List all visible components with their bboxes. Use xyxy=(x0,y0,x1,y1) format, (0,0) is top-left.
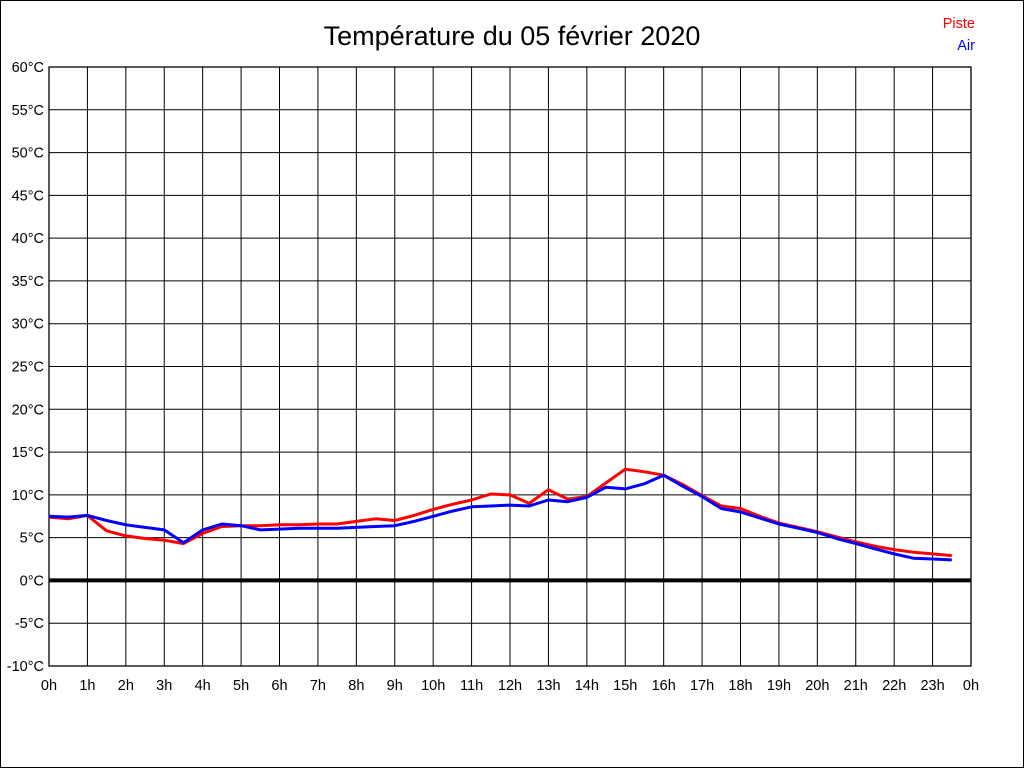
x-tick-label: 11h xyxy=(460,678,483,694)
air-line xyxy=(48,473,952,562)
x-tick-label: 1h xyxy=(79,678,95,694)
chart-title: Température du 05 février 2020 xyxy=(323,21,701,51)
x-tick-label: 18h xyxy=(728,678,752,694)
legend-item-piste: Piste xyxy=(942,16,975,32)
x-tick-label: 9h xyxy=(387,678,403,694)
y-tick-label: -5°C xyxy=(15,616,44,632)
x-tick-label: 19h xyxy=(767,678,791,694)
y-tick-label: -10°C xyxy=(7,659,44,675)
legend: Piste Air xyxy=(943,13,975,57)
x-tick-label: 13h xyxy=(536,678,560,694)
x-tick-label: 14h xyxy=(575,678,599,694)
y-tick-label: 30°C xyxy=(12,317,44,333)
legend-item-air: Air xyxy=(957,38,975,54)
x-tick-label: 22h xyxy=(882,678,906,694)
y-tick-label: 35°C xyxy=(12,274,44,290)
x-tick-label: 6h xyxy=(271,678,287,694)
y-tick-label: 55°C xyxy=(12,103,44,119)
x-tick-label: 4h xyxy=(195,678,211,694)
y-tick-label: 5°C xyxy=(20,531,44,547)
x-tick-label: 7h xyxy=(310,678,326,694)
x-tick-label: 15h xyxy=(613,678,637,694)
y-tick-label: 10°C xyxy=(12,488,44,504)
x-tick-label: 10h xyxy=(421,678,445,694)
x-tick-label: 0h xyxy=(963,678,979,694)
y-tick-label: 0°C xyxy=(20,573,44,589)
x-tick-label: 20h xyxy=(805,678,829,694)
x-tick-label: 2h xyxy=(118,678,134,694)
x-tick-label: 21h xyxy=(844,678,868,694)
x-tick-label: 16h xyxy=(652,678,676,694)
x-tick-label: 23h xyxy=(920,678,944,694)
y-tick-label: 25°C xyxy=(12,360,44,376)
x-tick-label: 0h xyxy=(41,678,57,694)
y-tick-label: 15°C xyxy=(12,445,44,461)
x-tick-label: 3h xyxy=(156,678,172,694)
y-tick-label: 50°C xyxy=(12,146,44,162)
y-tick-label: 60°C xyxy=(12,60,44,76)
x-tick-label: 8h xyxy=(348,678,364,694)
y-tick-label: 40°C xyxy=(12,231,44,247)
y-tick-label: 45°C xyxy=(12,188,44,204)
y-tick-label: 20°C xyxy=(12,402,44,418)
x-tick-label: 12h xyxy=(498,678,522,694)
x-tick-label: 17h xyxy=(690,678,714,694)
plot-frame xyxy=(48,66,972,667)
x-tick-label: 5h xyxy=(233,678,249,694)
